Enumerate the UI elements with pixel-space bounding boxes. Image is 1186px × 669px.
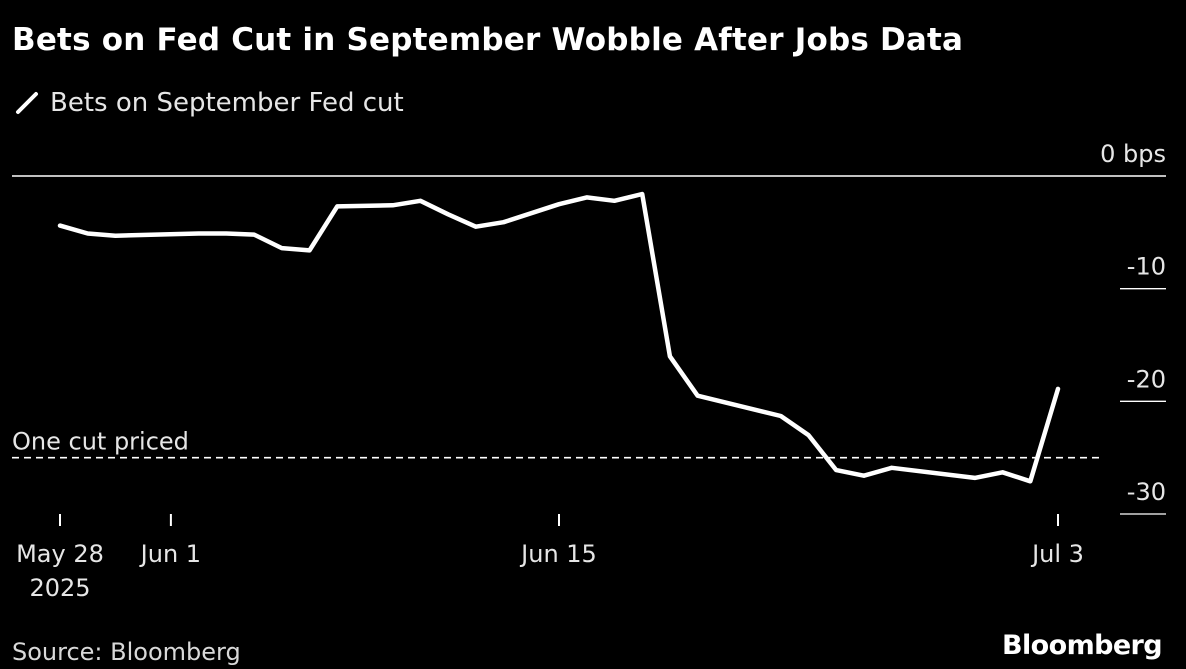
y-tick-label: -20 <box>1127 365 1166 393</box>
source-note: Source: Bloomberg <box>12 638 241 666</box>
y-tick-label: -10 <box>1127 253 1166 281</box>
series-line-september-fed-cut <box>57 191 1061 484</box>
x-tick-label: Jun 1 <box>139 540 201 568</box>
y-tick-label: 0 bps <box>1100 140 1166 168</box>
chart-title: Bets on Fed Cut in September Wobble Afte… <box>12 22 964 58</box>
x-tick-label: May 28 <box>16 540 104 568</box>
x-tick-label: Jun 15 <box>519 540 597 568</box>
x-tick-label: 2025 <box>29 574 90 602</box>
bloomberg-logo: Bloomberg <box>1002 630 1163 661</box>
legend-label: Bets on September Fed cut <box>50 88 404 118</box>
legend-line-swatch <box>16 92 38 114</box>
y-tick-label: -30 <box>1127 478 1166 506</box>
reference-line-label: One cut priced <box>12 428 189 456</box>
x-tick-label: Jul 3 <box>1030 540 1084 568</box>
legend: Bets on September Fed cut <box>12 88 404 118</box>
